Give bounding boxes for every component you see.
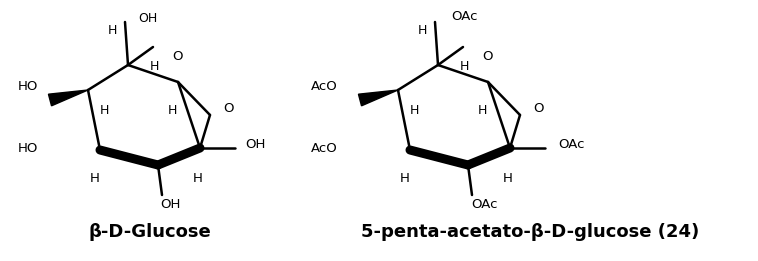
Text: O: O (533, 102, 543, 115)
Text: HO: HO (17, 141, 38, 155)
Text: O: O (482, 50, 493, 62)
Text: H: H (503, 171, 513, 185)
Text: H: H (193, 171, 203, 185)
Text: OAc: OAc (471, 199, 498, 211)
Text: H: H (150, 60, 159, 73)
Text: OH: OH (245, 139, 265, 151)
Text: H: H (99, 104, 108, 116)
Text: H: H (460, 60, 469, 73)
Text: H: H (400, 171, 410, 185)
Text: OH: OH (160, 199, 180, 211)
Text: HO: HO (17, 80, 38, 93)
Text: H: H (409, 104, 418, 116)
Text: OH: OH (139, 11, 158, 25)
Text: O: O (172, 50, 183, 62)
Polygon shape (49, 90, 88, 106)
Text: H: H (108, 23, 117, 37)
Text: H: H (418, 23, 427, 37)
Polygon shape (359, 90, 398, 106)
Text: OAc: OAc (558, 139, 584, 151)
Text: H: H (478, 104, 487, 116)
Text: H: H (168, 104, 177, 116)
Text: AcO: AcO (312, 141, 338, 155)
Text: H: H (90, 171, 100, 185)
Text: β-D-Glucose: β-D-Glucose (89, 223, 211, 241)
Text: O: O (223, 102, 233, 115)
Text: 5-penta-acetato-β-D-glucose (24): 5-penta-acetato-β-D-glucose (24) (361, 223, 699, 241)
Text: OAc: OAc (452, 9, 478, 22)
Text: AcO: AcO (312, 80, 338, 93)
